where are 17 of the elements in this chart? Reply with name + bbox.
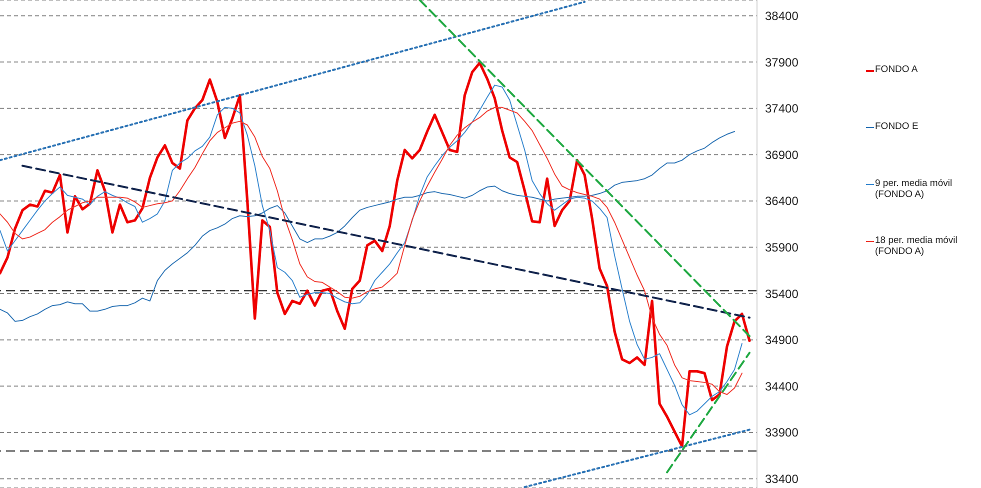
y-tick-label: 33900	[765, 426, 799, 440]
legend-label: FONDO A	[875, 64, 919, 75]
y-tick-label: 34900	[765, 333, 799, 348]
y-tick-label: 35900	[765, 240, 799, 254]
legend-label: 18 per. media móvil (FONDO A)	[875, 235, 958, 257]
y-tick-label: 37900	[765, 55, 799, 70]
line-series	[0, 62, 751, 448]
legend-label: FONDO E	[875, 121, 920, 132]
y-tick-label: 35400	[765, 286, 799, 301]
line-series	[0, 130, 736, 322]
y-tick-label: 36900	[765, 148, 799, 162]
y-tick-label: 38400	[765, 9, 799, 23]
y-tick-label: 36400	[765, 194, 799, 208]
legend-label: 9 per. media móvil (FONDO A)	[875, 178, 954, 200]
y-tick-label: 37400	[765, 102, 799, 116]
y-tick-label: 34400	[765, 379, 799, 394]
y-tick-label: 33400	[765, 472, 799, 486]
